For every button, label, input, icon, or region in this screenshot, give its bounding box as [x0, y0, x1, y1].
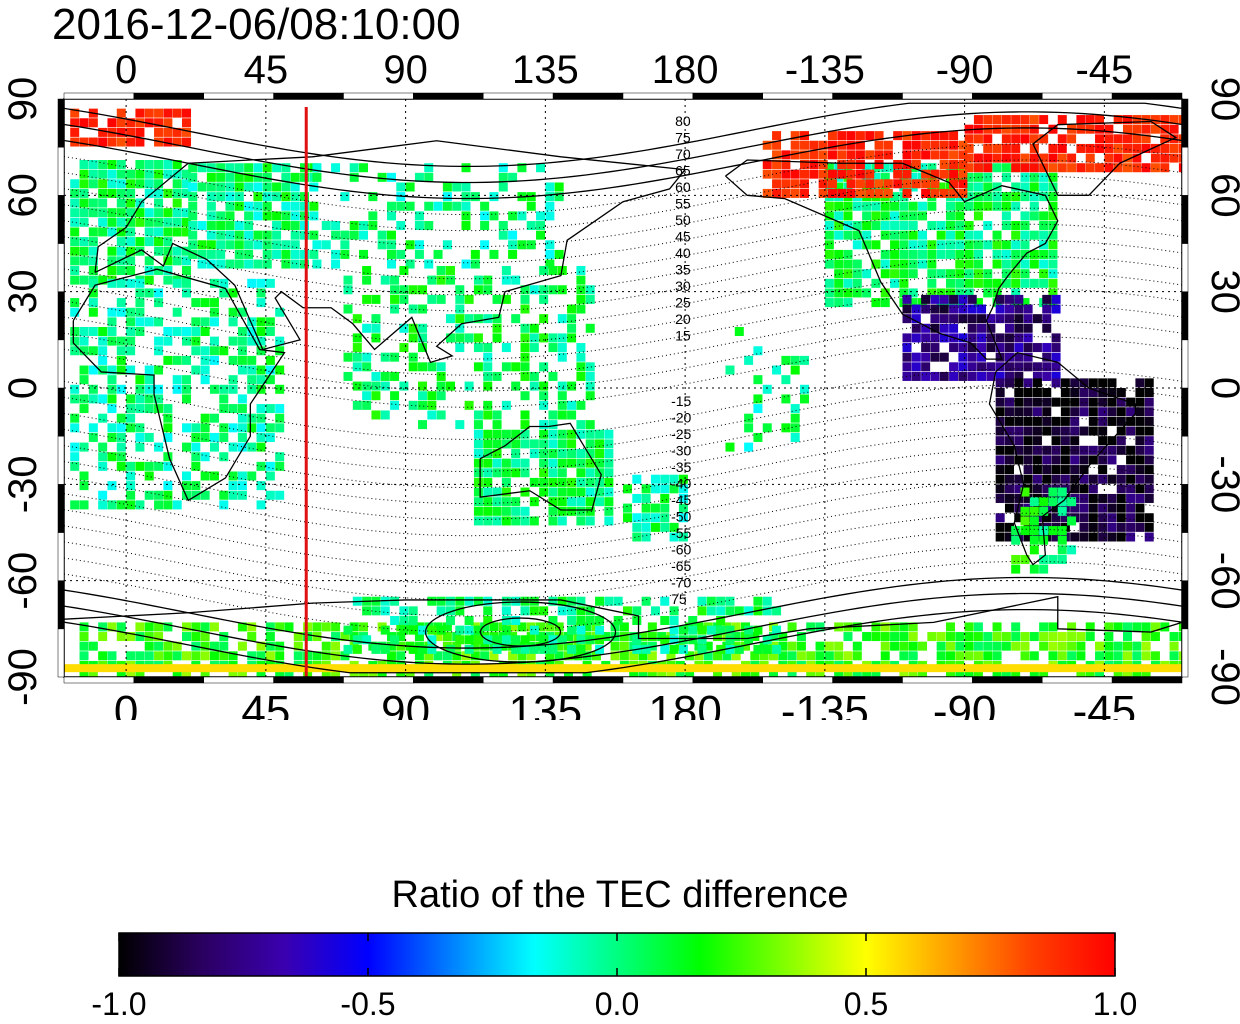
- x-tick-label-top: 90: [383, 48, 428, 92]
- contour-label: -40: [671, 476, 691, 492]
- y-tick-label-left: -30: [1, 455, 45, 513]
- contour-label: 30: [675, 278, 691, 294]
- x-tick-label-bottom: -135: [781, 687, 869, 720]
- contour-label: -35: [671, 459, 691, 475]
- contour-label: 15: [675, 328, 691, 344]
- contour-label: 70: [675, 146, 691, 162]
- y-tick-label-right: -60: [1203, 552, 1240, 610]
- magnetic-latitude-contours: [63, 102, 1183, 674]
- x-tick-label-bottom: -90: [933, 687, 997, 720]
- contour-labels: 8075706560555045403530252015-15-20-25-30…: [671, 113, 691, 607]
- contour-label: 60: [675, 179, 691, 195]
- contour-label: 50: [675, 212, 691, 228]
- x-tick-label-bottom: 135: [509, 687, 582, 720]
- contour-label: 75: [671, 591, 687, 607]
- x-tick-label-top: -45: [1075, 48, 1133, 92]
- contour-label: -25: [671, 426, 691, 442]
- y-tick-label-right: 60: [1203, 173, 1240, 218]
- coastlines: [63, 120, 1183, 640]
- y-tick-label-left: 0: [1, 377, 45, 399]
- x-tick-label-top: 135: [512, 48, 579, 92]
- y-tick-label-left: -90: [1, 648, 45, 706]
- contour-label: 40: [675, 245, 691, 261]
- colorbar-tick-label: 1.0: [1093, 986, 1137, 1022]
- map-axes: 0 45 90 135 180 -135 -90 -45 0 45 90 135 180 -135 -90 -…: [1, 48, 1240, 720]
- contour-label: -65: [671, 558, 691, 574]
- contour-label: 80: [675, 113, 691, 129]
- contour-label: 35: [675, 262, 691, 278]
- tec-map: 8075706560555045403530252015-15-20-25-30…: [1, 48, 1240, 720]
- x-tick-label-top: 180: [652, 48, 719, 92]
- colorbar-ticks: -1.0 -0.5 0.0 0.5 1.0: [91, 933, 1137, 1022]
- y-tick-label-right: -90: [1203, 648, 1240, 706]
- contour-label: 45: [675, 229, 691, 245]
- contour-label: -45: [671, 492, 691, 508]
- contour-label: -70: [671, 575, 691, 591]
- contour-label: -50: [671, 509, 691, 525]
- contour-label: 55: [675, 196, 691, 212]
- graticule-grid: [64, 99, 1182, 677]
- y-tick-label-left: 30: [1, 269, 45, 314]
- y-tick-label-right: 0: [1203, 377, 1240, 399]
- y-tick-label-right: 30: [1203, 269, 1240, 314]
- contour-label: -60: [671, 542, 691, 558]
- contour-label: -20: [671, 410, 691, 426]
- tec-data-field: [64, 108, 1188, 680]
- x-tick-label-bottom: 0: [114, 687, 138, 720]
- contour-label: 65: [675, 163, 691, 179]
- contour-label: 20: [675, 311, 691, 327]
- y-tick-label-left: 60: [1, 173, 45, 218]
- map-title: 2016-12-06/08:10:00: [52, 0, 461, 49]
- x-tick-label-top: 0: [115, 48, 137, 92]
- contour-label: 25: [675, 295, 691, 311]
- y-tick-label-right: 90: [1203, 77, 1240, 122]
- x-tick-label-bottom: -45: [1073, 687, 1137, 720]
- x-tick-label-top: -135: [785, 48, 865, 92]
- y-tick-label-right: -30: [1203, 455, 1240, 513]
- x-tick-label-top: 45: [244, 48, 289, 92]
- x-tick-label-top: -90: [936, 48, 994, 92]
- x-tick-label-bottom: 90: [381, 687, 430, 720]
- contour-label: -55: [671, 525, 691, 541]
- colorbar-tick-label: 0.5: [844, 986, 888, 1022]
- colorbar-tick-label: -0.5: [340, 986, 395, 1022]
- colorbar-tick-label: 0.0: [595, 986, 639, 1022]
- y-tick-label-left: 90: [1, 77, 45, 122]
- contour-label: -15: [671, 393, 691, 409]
- colorbar-title: Ratio of the TEC difference: [391, 874, 849, 916]
- y-tick-label-left: -60: [1, 552, 45, 610]
- contour-label: 75: [675, 130, 691, 146]
- colorbar-tick-label: -1.0: [91, 986, 146, 1022]
- x-tick-label-bottom: 180: [648, 687, 721, 720]
- contour-label: -30: [671, 443, 691, 459]
- x-tick-label-bottom: 45: [241, 687, 290, 720]
